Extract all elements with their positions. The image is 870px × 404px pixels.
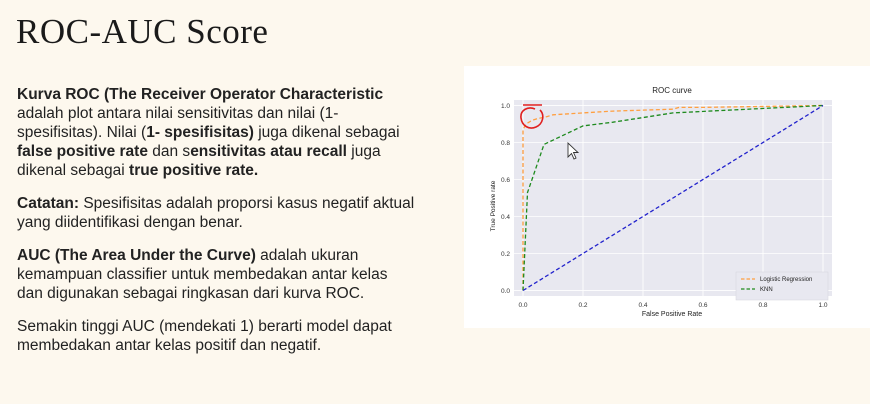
chart-legend: Logistic Regression KNN — [735, 271, 829, 301]
x-tick-label: 0.0 — [518, 302, 527, 309]
text-segment: dan s — [147, 143, 191, 160]
paragraph-roc-definition: Kurva ROC (The Receiver Operator Charact… — [17, 85, 417, 180]
text-segment: Catatan: — [17, 195, 80, 212]
x-tick-label: 1.0 — [818, 302, 827, 309]
paragraph-auc-definition: AUC (The Area Under the Curve) adalah uk… — [17, 246, 417, 303]
legend-entry: KNN — [760, 287, 773, 293]
legend-box — [735, 271, 829, 301]
y-tick-label: 0.0 — [501, 288, 510, 295]
x-tick-label: 0.6 — [698, 302, 707, 309]
text-segment: Semakin tinggi AUC (mendekati 1) berarti… — [17, 318, 392, 354]
slide-title: ROC-AUC Score — [16, 12, 269, 51]
mouse-cursor-icon — [567, 141, 580, 160]
x-tick-label: 0.2 — [578, 302, 587, 309]
annotation-circle — [520, 107, 544, 129]
text-segment: adalah ukuran kemampuan classifier untuk… — [17, 247, 388, 302]
text-segment: true positive rate. — [129, 162, 259, 179]
legend-entry: Logistic Regression — [760, 277, 812, 283]
text-segment: 1- spesifisitas) — [146, 124, 254, 141]
series-line-1 — [522, 104, 824, 291]
x-tick-label: 0.8 — [758, 302, 767, 309]
y-tick-label: 0.2 — [501, 251, 510, 258]
roc-chart-card: 0.0 0.2 0.4 0.6 0.8 1.0 0.0 0.2 0.4 0.6 0.8 1.0 ROC… — [464, 66, 870, 328]
roc-chart: 0.0 0.2 0.4 0.6 0.8 1.0 0.0 0.2 0.4 0.6 0.8 1.0 ROC… — [490, 86, 832, 318]
y-tick-label: 1.0 — [501, 103, 510, 110]
y-axis-label: True Positive rate — [490, 180, 497, 231]
y-tick-label: 0.4 — [501, 214, 510, 221]
paragraph-catatan: Catatan: Spesifisitas adalah proporsi ka… — [17, 194, 417, 232]
text-segment: Spesifisitas adalah proporsi kasus negat… — [17, 195, 415, 231]
text-segment: adalah plot antara nilai sensitivitas da… — [17, 105, 339, 141]
red-annotation — [520, 104, 544, 129]
text-segment: ensitivitas atau recall — [190, 143, 347, 160]
text-segment: Kurva ROC (The Receiver Operator Charact… — [17, 86, 384, 103]
chart-series — [522, 104, 824, 292]
series-line-2 — [522, 104, 824, 292]
x-axis-label: False Positive Rate — [642, 311, 702, 318]
text-segment: false positive rate — [17, 143, 148, 160]
text-segment: AUC (The Area Under the Curve) — [17, 247, 256, 264]
tick-labels: 0.0 0.2 0.4 0.6 0.8 1.0 0.0 0.2 0.4 0.6 0.8 1.0 — [501, 103, 828, 309]
y-tick-label: 0.6 — [501, 177, 510, 184]
chart-title: ROC curve — [652, 86, 692, 95]
paragraph-semakin-tinggi: Semakin tinggi AUC (mendekati 1) berarti… — [17, 317, 417, 355]
x-tick-label: 0.4 — [638, 302, 647, 309]
text-column: Kurva ROC (The Receiver Operator Charact… — [17, 85, 417, 369]
series-line-0 — [522, 104, 824, 291]
text-segment: juga dikenal sebagai — [17, 143, 381, 179]
y-tick-label: 0.8 — [501, 140, 510, 147]
text-segment: juga dikenal sebagai — [253, 124, 400, 141]
